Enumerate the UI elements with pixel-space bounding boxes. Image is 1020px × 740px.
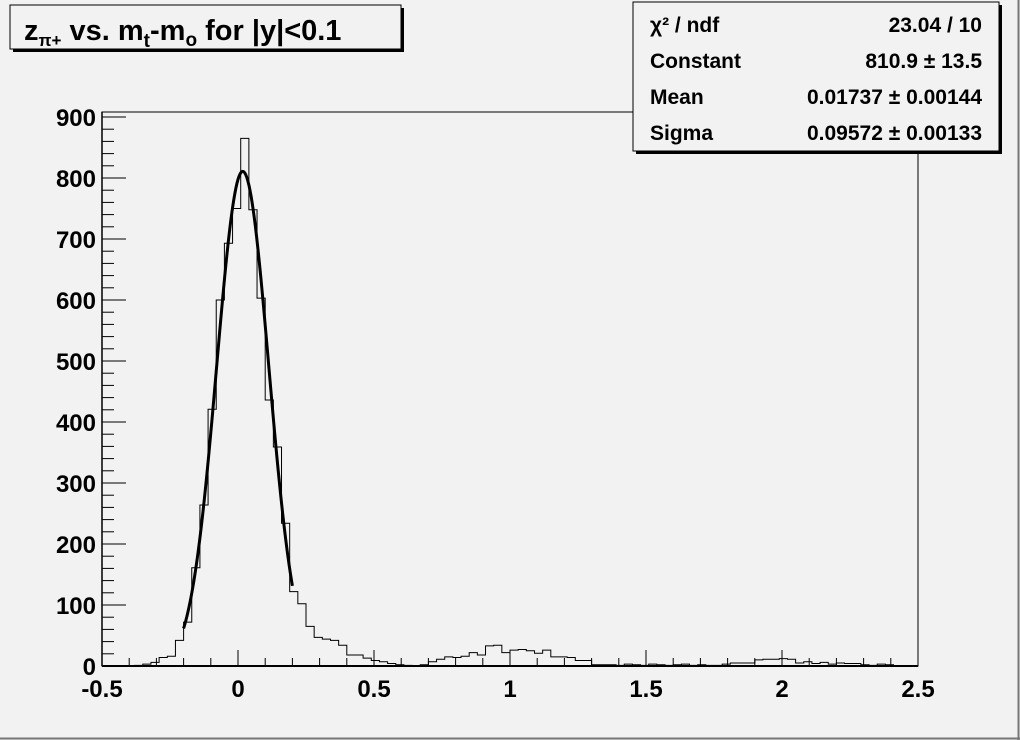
histogram-bin — [567, 657, 575, 666]
y-tick-label: 400 — [56, 410, 96, 437]
x-tick-label: 2.5 — [901, 676, 934, 703]
stats-value-sigma: 0.09572 ± 0.00133 — [807, 122, 982, 145]
histogram-bin — [339, 645, 347, 666]
histogram-bin — [453, 657, 461, 666]
histogram-bin — [306, 626, 314, 666]
histogram-bin — [477, 655, 485, 666]
x-tick-label: 1.5 — [629, 676, 662, 703]
histogram-bin — [298, 604, 306, 666]
stats-value-chi2: 23.04 / 10 — [889, 14, 982, 37]
histogram-bin — [502, 653, 510, 666]
histogram-bin — [257, 298, 265, 666]
title-box: zπ+ vs. mt-mo for |y|<0.1 — [9, 4, 404, 52]
histogram-bin — [314, 637, 322, 666]
histogram-bin — [559, 657, 567, 666]
x-tick-label: 2 — [775, 676, 788, 703]
chart-title: zπ+ vs. mt-mo for |y|<0.1 — [24, 15, 341, 52]
x-tick-label: 0.5 — [357, 676, 390, 703]
x-tick-labels: -0.5 0 0.5 1 1.5 2 2.5 — [81, 676, 934, 703]
histogram-bin — [771, 659, 779, 666]
x-tick-label: -0.5 — [81, 676, 122, 703]
stats-label-sigma: Sigma — [650, 122, 713, 145]
histogram-bin — [518, 650, 526, 666]
histogram-bin — [290, 592, 298, 666]
histogram-bin — [445, 657, 453, 666]
y-tick-label: 300 — [56, 471, 96, 498]
histogram-bin — [534, 653, 542, 666]
y-tick-labels: 0 100 200 300 400 500 600 700 800 900 — [56, 105, 96, 681]
histogram-bin — [461, 656, 469, 666]
y-tick-label: 600 — [56, 288, 96, 315]
stats-label-chi2: χ² / ndf — [650, 14, 720, 37]
x-tick-label: 0 — [231, 676, 244, 703]
stats-value-constant: 810.9 ± 13.5 — [865, 50, 982, 73]
stats-label-mean: Mean — [650, 86, 704, 109]
histogram-steps — [102, 137, 918, 667]
y-tick-label: 100 — [56, 593, 96, 620]
histogram-bin — [469, 653, 477, 666]
y-tick-label: 200 — [56, 532, 96, 559]
histogram-bin — [486, 646, 494, 666]
histogram-bin — [763, 659, 771, 666]
stats-value-mean: 0.01737 ± 0.00144 — [807, 86, 982, 109]
histogram-bin — [787, 659, 795, 666]
histogram-bin — [241, 138, 249, 666]
histogram-bin — [265, 400, 273, 666]
histogram-bin — [526, 651, 534, 666]
histogram-bin — [363, 658, 371, 666]
histogram-bin — [437, 659, 445, 666]
y-tick-label: 900 — [56, 105, 96, 132]
histogram-bin — [159, 657, 167, 666]
stats-label-constant: Constant — [650, 50, 741, 73]
histogram-bin — [249, 210, 257, 666]
histogram-bin — [175, 640, 183, 666]
y-tick-label: 0 — [83, 654, 96, 681]
histogram-bin — [494, 645, 502, 666]
histogram-bin — [224, 243, 232, 666]
histogram-bin — [330, 640, 338, 666]
histogram-bin — [233, 209, 241, 667]
histogram-bin — [551, 657, 559, 666]
y-tick-label: 500 — [56, 349, 96, 376]
histogram-bin — [355, 655, 363, 666]
histogram-bin — [543, 650, 551, 666]
histogram-bin — [347, 655, 355, 666]
y-tick-label: 800 — [56, 166, 96, 193]
histogram-bin — [779, 659, 787, 666]
histogram-bin — [322, 639, 330, 666]
y-tick-label: 700 — [56, 227, 96, 254]
gaussian-fit-curve — [182, 169, 294, 629]
histogram-bin — [510, 650, 518, 666]
fit-stats-box: χ² / ndf 23.04 / 10 Constant 810.9 ± 13.… — [632, 1, 1002, 154]
histogram-bin — [167, 656, 175, 666]
x-tick-label: 1 — [503, 676, 516, 703]
